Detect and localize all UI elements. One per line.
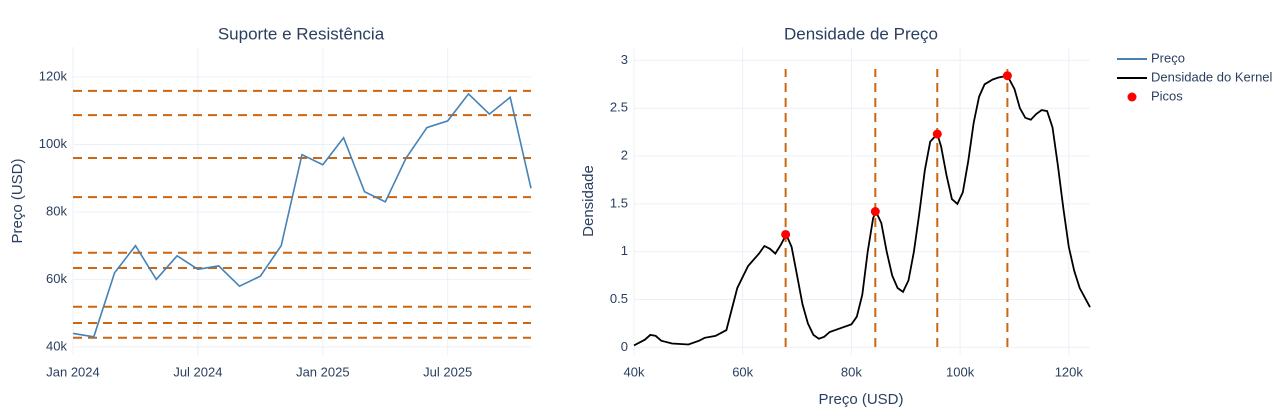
y-tick-label: 1.5 <box>610 195 628 210</box>
legend-swatch <box>1127 92 1137 102</box>
peak-marker <box>932 129 942 139</box>
peak-marker <box>1002 71 1012 81</box>
chart-title: Suporte e Resistência <box>218 24 385 43</box>
x-tick-label: 60k <box>732 364 753 379</box>
y-tick-label: 80k <box>46 203 67 218</box>
x-tick-label: 100k <box>946 364 975 379</box>
y-tick-label: 120k <box>39 68 68 83</box>
chart-title: Densidade de Preço <box>784 24 938 43</box>
x-tick-label: 40k <box>624 364 645 379</box>
peak-marker <box>870 207 880 217</box>
y-tick-label: 40k <box>46 338 67 353</box>
x-axis-title: Preço (USD) <box>818 391 903 408</box>
x-tick-label: Jul 2025 <box>423 364 472 379</box>
y-tick-label: 3 <box>621 52 628 67</box>
legend-label: Densidade do Kernel <box>1151 69 1273 84</box>
y-axis-title: Densidade <box>580 165 597 237</box>
density-line <box>633 74 1091 347</box>
x-tick-label: Jan 2025 <box>296 364 350 379</box>
x-tick-label: 80k <box>841 364 862 379</box>
x-tick-label: 120k <box>1055 364 1084 379</box>
peak-marker <box>781 229 791 239</box>
y-tick-label: 2.5 <box>610 100 628 115</box>
y-tick-label: 0.5 <box>610 291 628 306</box>
y-tick-label: 1 <box>621 243 628 258</box>
price-line <box>72 92 532 338</box>
legend-label: Picos <box>1151 88 1183 103</box>
y-tick-label: 0 <box>621 339 628 354</box>
y-axis-title: Preço (USD) <box>9 158 26 243</box>
y-tick-label: 2 <box>621 147 628 162</box>
y-tick-label: 100k <box>39 136 68 151</box>
x-tick-label: Jan 2024 <box>46 364 100 379</box>
legend-label: Preço <box>1151 50 1185 65</box>
y-tick-label: 60k <box>46 271 67 286</box>
x-tick-label: Jul 2024 <box>173 364 222 379</box>
